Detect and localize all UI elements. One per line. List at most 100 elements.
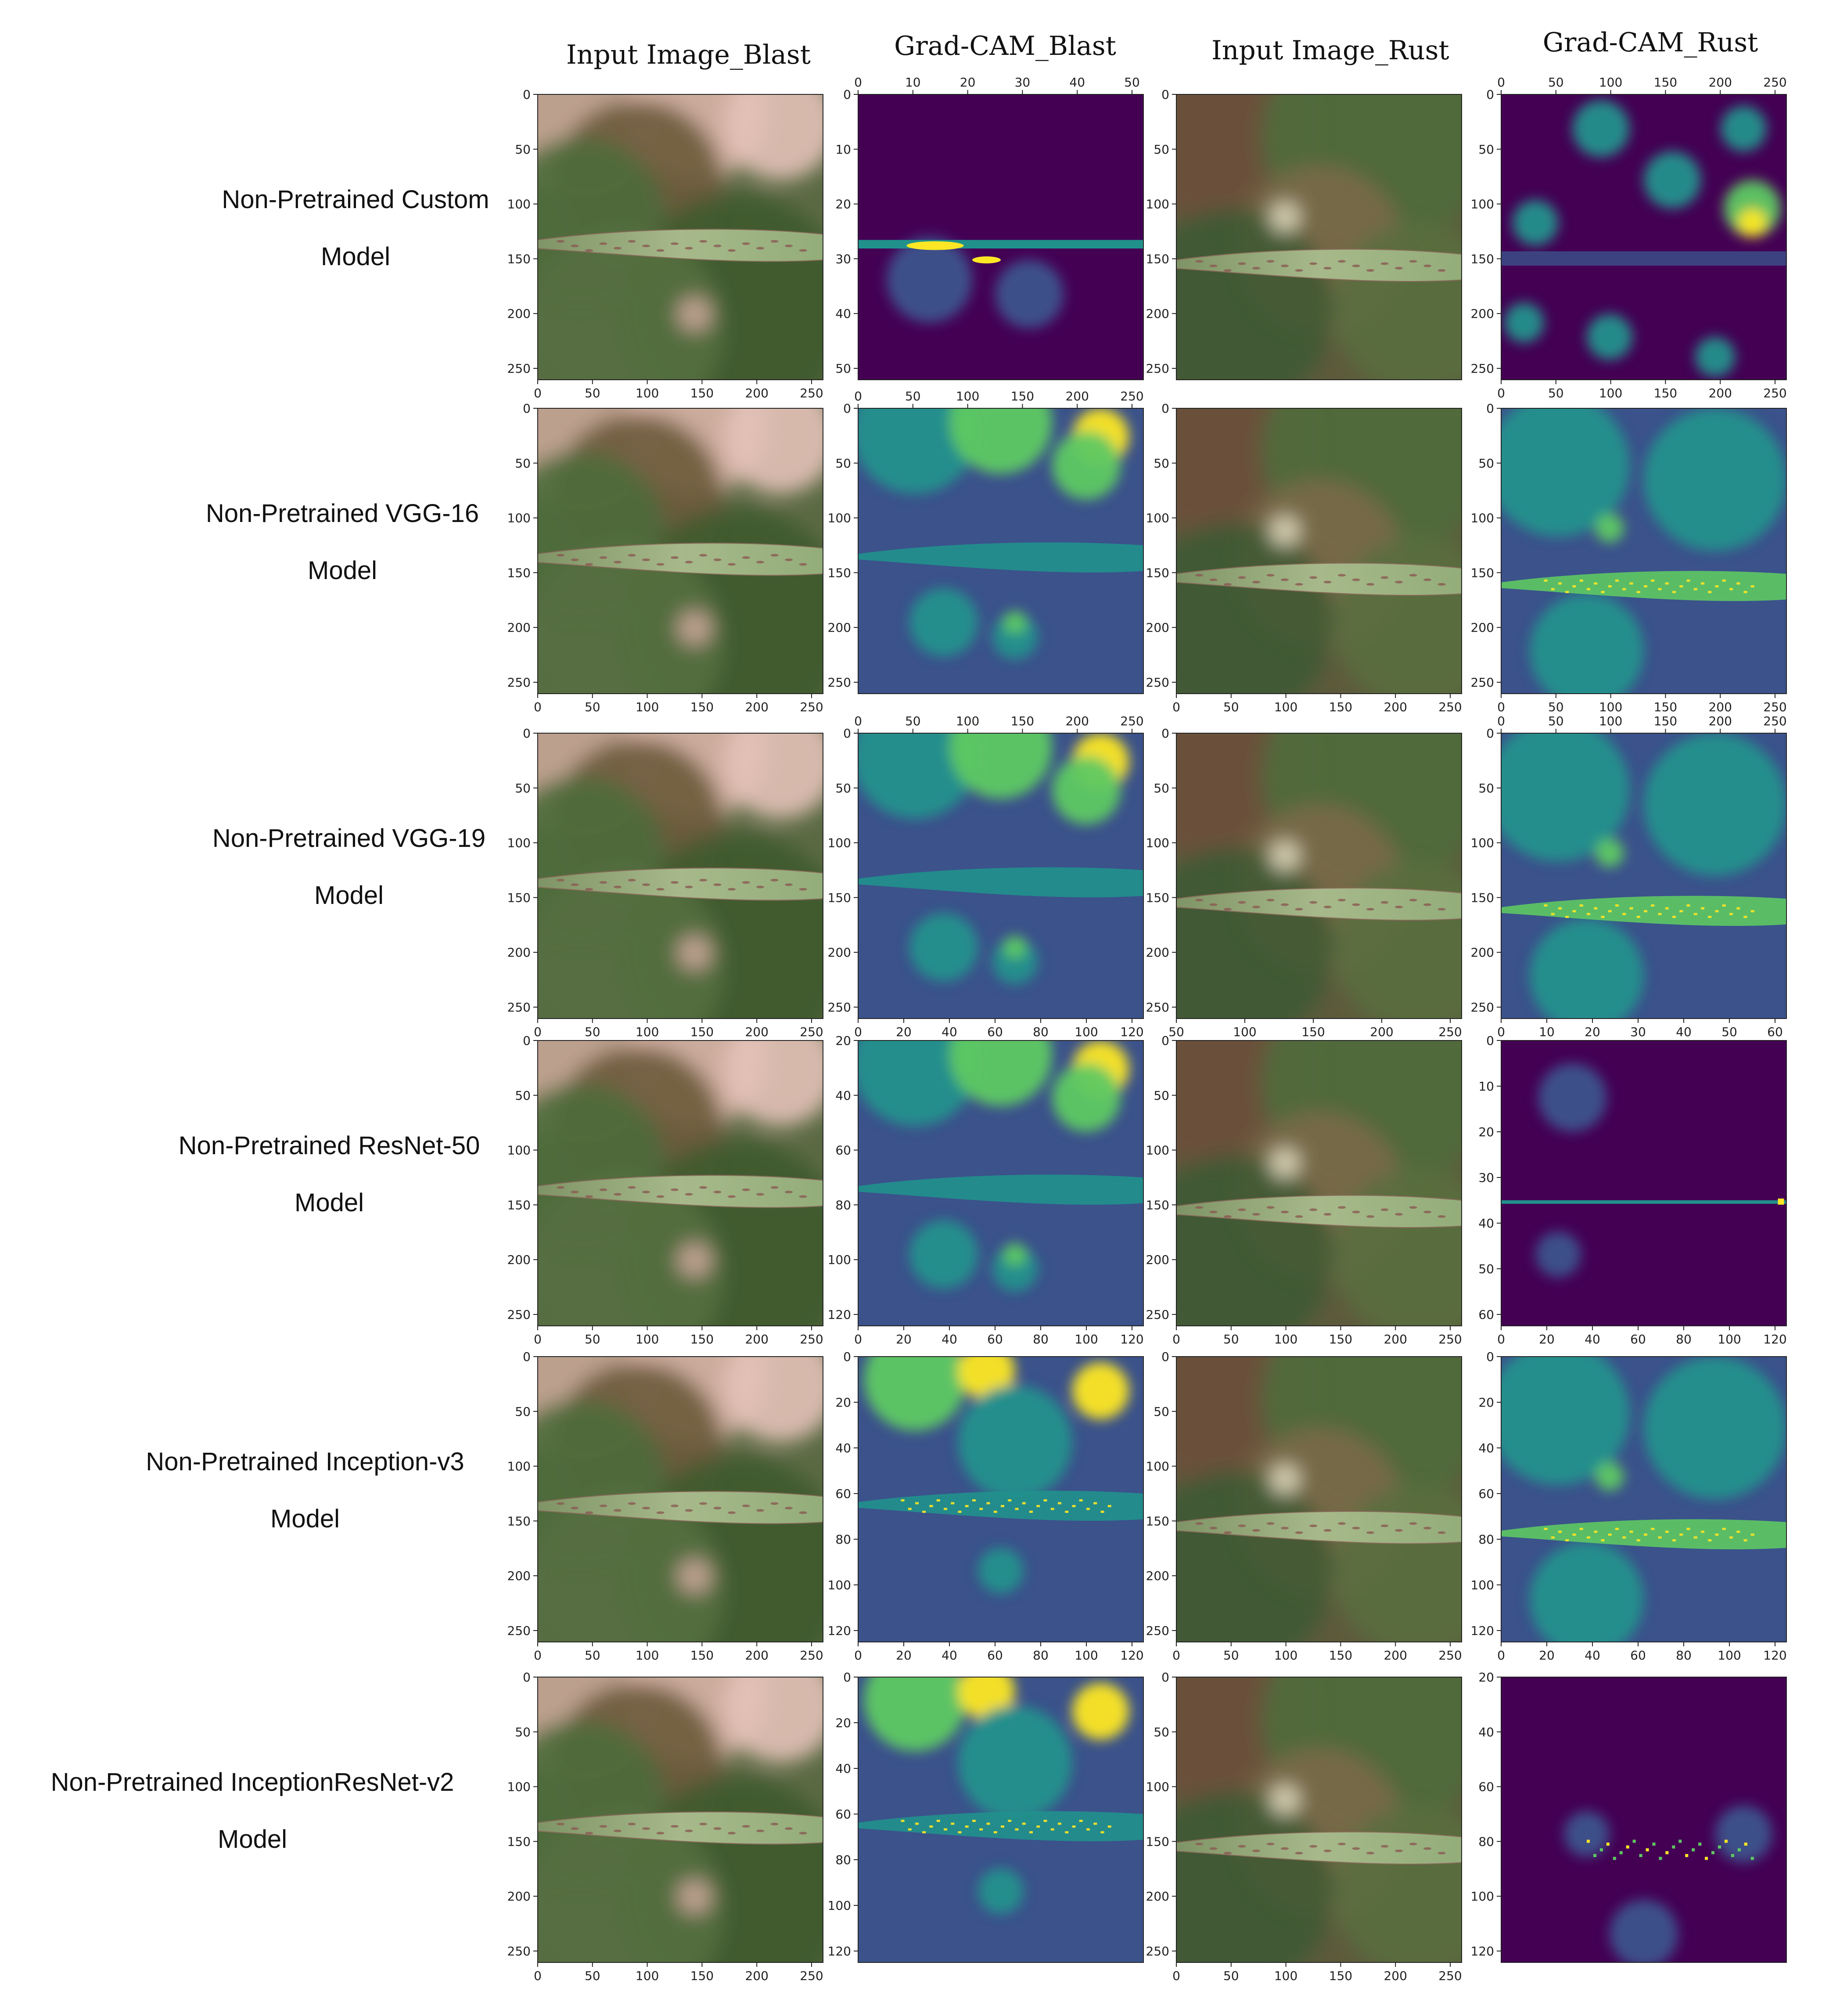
r3c3-x-tick: 60 [1630, 1332, 1646, 1346]
r4c3-y-tick: 0 [1486, 1350, 1494, 1364]
r3c3-y-tick: 20 [1478, 1125, 1494, 1139]
r3c1-y-tick: 60 [835, 1143, 851, 1158]
panel-svg: 0 50 100 150 200 250 50 100 150 200 250 [1146, 726, 1462, 1039]
r1c1-y-tick: 250 [828, 675, 851, 690]
r0c0-x-tick: 50 [585, 386, 600, 400]
r3c3-y-tick: 30 [1478, 1170, 1494, 1185]
r1c0-x-tick: 250 [800, 700, 823, 714]
r2c2-y-tick: 250 [1146, 1000, 1169, 1015]
panel-svg: 0 10 20 30 40 50 0 10 20 30 40 50 [835, 75, 1144, 380]
r1c3-y-tick: 50 [1478, 456, 1494, 471]
r4c1-x-tick: 80 [1033, 1648, 1049, 1663]
panel-frame [537, 1677, 823, 1963]
r2c2-x-tick: 200 [1370, 1025, 1393, 1039]
r1c3-x-tick: 100 [1599, 700, 1622, 714]
r0c1-x-tick: 50 [1124, 75, 1140, 90]
r0c1-y-tick: 0 [843, 87, 851, 102]
r5c2-y-tick: 150 [1146, 1834, 1169, 1849]
panel-image [1176, 408, 1462, 694]
panel-photo-blast: 0 50 100 150 200 250 0 50 100 150 200 250 [507, 1033, 823, 1346]
r5c0-x-tick: 150 [690, 1969, 714, 1983]
r5c0-y-tick: 50 [515, 1725, 531, 1739]
r4c3-x-tick: 40 [1585, 1648, 1600, 1663]
row-label-line1: Non-Pretrained InceptionResNet-v2 [50, 1768, 454, 1796]
r3c1-y-tick: 80 [835, 1198, 851, 1212]
r3c3-y-tick: 40 [1478, 1216, 1494, 1231]
r0c3-x-tick: 200 [1708, 75, 1732, 90]
r0c0-x-tick: 0 [534, 386, 542, 400]
r4c3-y-tick: 120 [1471, 1624, 1494, 1638]
r5c2-y-tick: 0 [1161, 1670, 1169, 1685]
row-label-4: Non-Pretrained Inception-v3 Model [64, 1433, 546, 1548]
r5c3-y-tick: 20 [1478, 1670, 1494, 1685]
r3c0-x-tick: 100 [636, 1332, 659, 1346]
r2c3-x-tick: 30 [1630, 1025, 1646, 1039]
r0c3-x-tick: 100 [1599, 75, 1622, 90]
r5c3-y-tick: 100 [1471, 1889, 1494, 1904]
r3c2-y-tick: 150 [1146, 1198, 1169, 1212]
panel-frame [537, 733, 823, 1019]
r4c0-x-tick: 100 [636, 1648, 659, 1663]
r4c3-x-tick: 80 [1676, 1648, 1692, 1663]
r2c3-x-tick: 10 [1539, 1025, 1555, 1039]
r4c1-x-tick: 0 [854, 1648, 862, 1663]
r4c1-x-tick: 40 [942, 1648, 957, 1663]
r1c0-y-tick: 50 [515, 456, 531, 471]
r2c3-y-tick: 150 [1471, 890, 1494, 905]
panel-image [538, 1677, 823, 1962]
r3c0-y-tick: 100 [507, 1143, 531, 1158]
r4c3-x-tick: 60 [1630, 1648, 1646, 1663]
panel-photo-rust: 0 50 100 150 200 250 0 50 100 150 200 250 [1146, 401, 1462, 714]
panel-photo-rust: 0 50 100 150 200 250 0 50 100 150 200 250 [1146, 1670, 1462, 1983]
r5c0-x-tick: 0 [534, 1969, 542, 1983]
r2c1-x-tick: 100 [956, 714, 979, 728]
r1c3-y-tick: 200 [1471, 620, 1494, 635]
r0c2-y-tick: 200 [1146, 306, 1169, 321]
panel-image [858, 1040, 1143, 1326]
row-label-5: Non-Pretrained InceptionResNet-v2 Model [11, 1754, 494, 1868]
panel-heat-smooth-blast: 0 50 100 150 200 250 0 50 100 150 200 250 [828, 389, 1144, 694]
panel-image [1176, 733, 1462, 1019]
row-label-line2: Model [314, 881, 384, 910]
r0c3-x-tick: 250 [1763, 386, 1786, 400]
row-label-line1: Non-Pretrained Custom [222, 185, 489, 214]
r4c1-y-tick: 60 [835, 1487, 851, 1501]
r0c2-y-tick: 100 [1146, 197, 1169, 212]
r2c2-x-tick: 150 [1301, 1025, 1325, 1039]
r4c1-y-tick: 20 [835, 1395, 851, 1410]
r3c3-y-tick: 0 [1486, 1033, 1494, 1048]
r3c2-y-tick: 100 [1146, 1143, 1169, 1158]
r4c0-x-tick: 200 [745, 1648, 768, 1663]
r4c0-x-tick: 50 [585, 1648, 600, 1663]
r3c2-y-tick: 250 [1146, 1307, 1169, 1322]
r4c3-x-tick: 20 [1539, 1648, 1555, 1663]
r5c3-y-tick: 40 [1478, 1725, 1494, 1739]
r4c0-y-tick: 100 [507, 1459, 531, 1474]
r0c1-y-tick: 40 [835, 306, 851, 321]
r2c0-y-tick: 250 [507, 1000, 531, 1015]
r4c0-x-tick: 150 [690, 1648, 714, 1663]
panel-svg: 0 50 100 150 200 250 [1146, 87, 1462, 380]
panel-photo-rust: 0 50 100 150 200 250 [1146, 87, 1462, 380]
panel-image [538, 1357, 823, 1642]
panel-frame [1501, 94, 1787, 380]
r5c0-x-tick: 50 [585, 1969, 600, 1983]
r4c0-x-tick: 250 [800, 1648, 823, 1663]
panel-frame [858, 1356, 1144, 1642]
r1c1-y-tick: 150 [828, 565, 851, 580]
r2c1-y-tick: 0 [843, 726, 851, 741]
r2c3-x-tick: 0 [1497, 1025, 1505, 1039]
panel-frame [1176, 408, 1462, 694]
r0c3-x-tick: 100 [1599, 386, 1622, 400]
r4c2-x-tick: 200 [1384, 1648, 1407, 1663]
panel-image [1176, 94, 1462, 380]
panel-frame [1176, 1040, 1462, 1326]
r2c3-x-tick: 250 [1763, 714, 1786, 728]
r2c2-y-tick: 0 [1161, 726, 1169, 741]
r2c1-x-tick: 150 [1011, 714, 1034, 728]
